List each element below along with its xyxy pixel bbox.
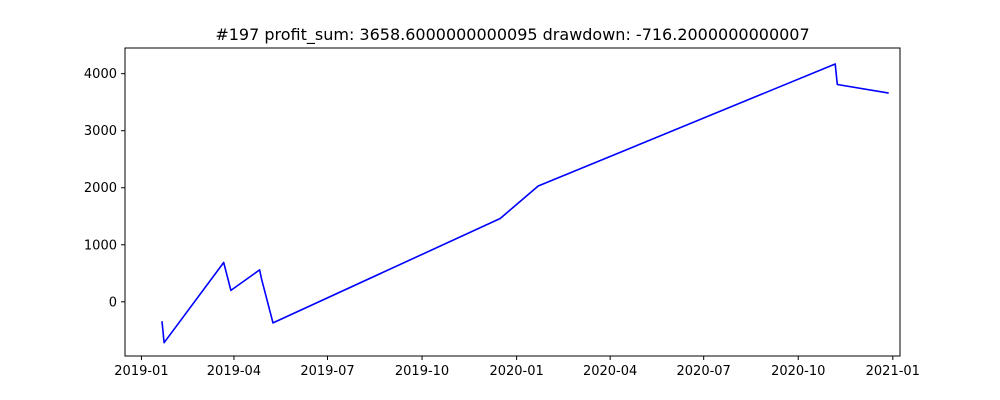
x-tick-label: 2020-01 [489,364,543,379]
y-tick-label: 1000 [84,238,117,253]
x-tick-label: 2021-01 [866,364,920,379]
x-tick-label: 2020-04 [583,364,637,379]
x-tick-label: 2020-07 [677,364,731,379]
y-axis: 0 1000 2000 3000 4000 [84,67,125,310]
x-tick-label: 2019-04 [207,364,261,379]
y-tick-label: 0 [109,295,117,310]
x-tick-label: 2019-01 [114,364,168,379]
x-tick-label: 2019-10 [395,364,449,379]
x-tick-label: 2019-07 [300,364,354,379]
series-layer [161,63,889,344]
y-tick-label: 3000 [84,124,117,139]
chart-title: #197 profit_sum: 3658.6000000000095 draw… [215,25,809,45]
x-axis: 2019-01 2019-04 2019-07 2019-10 2020-01 2020-… [114,356,920,379]
y-tick-label: 4000 [84,67,117,82]
plot-frame [124,47,901,357]
series-line [161,63,889,344]
y-tick-label: 2000 [84,181,117,196]
x-tick-label: 2020-10 [771,364,825,379]
plot-area [125,48,900,356]
